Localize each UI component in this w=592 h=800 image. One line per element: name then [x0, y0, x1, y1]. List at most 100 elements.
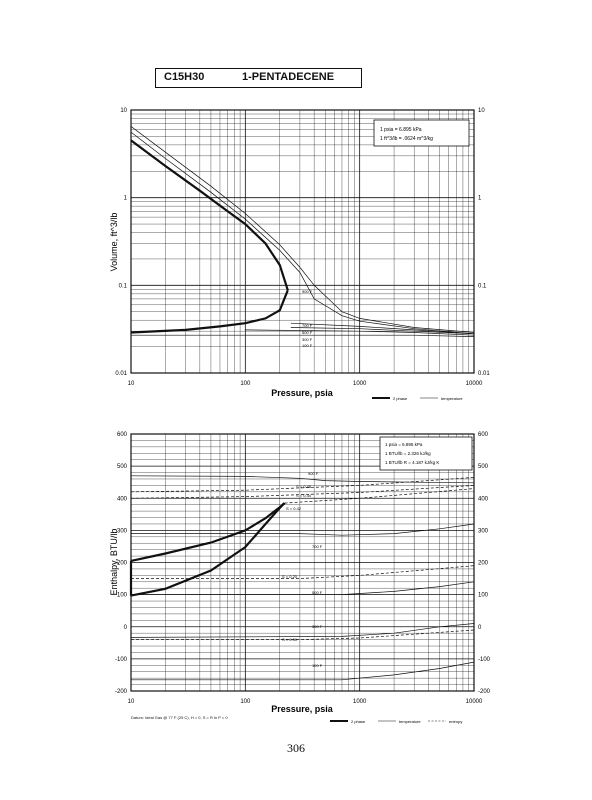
- curve-label: S = 0.42: [286, 506, 302, 511]
- volume-conversion-line-1: 1 psia = 6.895 kPa: [380, 127, 422, 133]
- y-tick-label-left: 200: [117, 561, 128, 567]
- x-tick-label: 10: [128, 699, 135, 705]
- enthalpy-conversion-line-3: 1 BTU/lb R = 4.187 kJ/kg K: [385, 460, 439, 465]
- y-tick-label-right: 0.01: [478, 371, 490, 377]
- volume-plot-frame: [130, 109, 475, 374]
- s0.42-curve: [284, 488, 475, 504]
- volume-conversion-frame: [373, 119, 470, 147]
- y-tick-label-right: 1: [478, 196, 482, 202]
- y-tick-label-right: 600: [478, 432, 489, 438]
- saturated-vapor-curve: [130, 139, 289, 291]
- curve-label: 500 F: [302, 330, 313, 335]
- y-tick-label-left: 0: [124, 625, 128, 631]
- datum-note: Datum: Ideal Gas @ 77 F (25 C), H = 0, S…: [131, 715, 228, 720]
- saturated-vapor-curve: [130, 502, 286, 562]
- chart-title-box: C15H30 1-PENTADECENE: [155, 68, 362, 88]
- 500f-curve: [290, 327, 475, 335]
- x-tick-label: 10000: [466, 381, 483, 387]
- enthalpy-x-axis-label: Pressure, psia: [271, 704, 334, 714]
- curve-label: 100 F: [312, 663, 323, 668]
- volume-y-axis-label: Volume, ft^3/lb: [109, 213, 119, 272]
- y-tick-label-right: -100: [478, 657, 491, 663]
- y-tick-label-left: 100: [117, 593, 128, 599]
- legend-2phase-label: 2 phase: [393, 396, 408, 401]
- curve-label: 500 F: [312, 590, 323, 595]
- x-tick-label: 100: [240, 699, 251, 705]
- enthalpy-conversion-line-2: 1 BTU/lb = 2.326 kJ/kg: [385, 451, 431, 456]
- x-tick-label: 1000: [353, 699, 367, 705]
- y-tick-label-right: 200: [478, 561, 489, 567]
- y-tick-label-left: 500: [117, 464, 128, 470]
- y-tick-label-right: -200: [478, 689, 491, 695]
- curve-label: 900 F: [302, 289, 313, 294]
- 700f-curve: [290, 322, 475, 335]
- y-tick-label-right: 100: [478, 593, 489, 599]
- curve-label: S = 0.44: [296, 493, 312, 498]
- 300f-curve: [130, 623, 475, 638]
- enthalpy-tick-labels: 10 100 1000 10000 -200 -200 -100 -100 0 0 100 100 20…: [115, 432, 491, 705]
- x-tick-label: 10000: [466, 699, 483, 705]
- y-tick-label-left: 1: [124, 196, 128, 202]
- enthalpy-grid: [131, 434, 474, 691]
- y-tick-label-right: 300: [478, 528, 489, 534]
- volume-conversion-line-2: 1 ft^3/lb = .0624 m^3/kg: [380, 136, 433, 142]
- y-tick-label-left: 600: [117, 432, 128, 438]
- legend-entropy-label: entropy: [449, 719, 462, 724]
- curve-label: S = 0.20: [282, 574, 298, 579]
- y-tick-label-left: 10: [120, 108, 127, 114]
- y-tick-label-left: 400: [117, 496, 128, 502]
- y-tick-label-right: 0: [478, 625, 482, 631]
- s0.44-curve: [130, 485, 475, 499]
- volume-curves: [130, 126, 475, 337]
- volume-grid: [131, 110, 474, 373]
- compound-name: 1-PENTADECENE: [242, 71, 335, 83]
- x-tick-label: 10: [128, 381, 135, 387]
- s0.00-curve: [131, 629, 475, 640]
- volume-chart: 10 100 1000 10000 0.01 0.01 0.1 0.1 1 1 10 10 900 F…: [109, 108, 490, 401]
- y-tick-label-left: -200: [115, 689, 128, 695]
- volume-tick-labels: 10 100 1000 10000 0.01 0.01 0.1 0.1 1 1 10 10: [115, 108, 490, 387]
- y-tick-label-left: 0.1: [119, 283, 128, 289]
- curve-label: S = 0.48: [296, 484, 312, 489]
- curve-curve: [130, 131, 475, 335]
- s0.20-curve: [131, 565, 475, 579]
- enthalpy-curve-labels: 900 F 700 F 500 F 300 F 100 F S = 0.48 S = 0.4…: [282, 471, 323, 668]
- curve-label: S = 0.00: [282, 637, 298, 642]
- enthalpy-curves: [129, 475, 475, 681]
- 700f-curve: [131, 523, 475, 536]
- 100f-curve: [131, 661, 475, 681]
- x-tick-label: 100: [240, 381, 251, 387]
- y-tick-label-left: -100: [115, 657, 128, 663]
- y-tick-label-right: 500: [478, 464, 489, 470]
- curve-label: 300 F: [302, 337, 313, 342]
- enthalpy-conversion-line-1: 1 psia = 6.895 kPa: [385, 442, 423, 447]
- enthalpy-chart: 10 100 1000 10000 -200 -200 -100 -100 0 0 100 100 20…: [109, 432, 491, 724]
- s0.48-curve: [130, 477, 475, 493]
- 500f-curve: [131, 581, 475, 595]
- legend-temperature-label: temperature: [441, 396, 463, 401]
- y-tick-label-right: 10: [478, 108, 485, 114]
- volume-x-axis-label: Pressure, psia: [271, 388, 334, 398]
- enthalpy-legend: 2 phase temperature entropy: [330, 719, 462, 724]
- 100f-curve: [131, 334, 475, 337]
- y-tick-label-left: 0.01: [115, 371, 127, 377]
- saturated-liquid-curve: [130, 502, 286, 597]
- enthalpy-conversion-frame: [379, 436, 473, 471]
- legend-temperature-label: temperature: [399, 719, 421, 724]
- page-number: 306: [287, 741, 305, 755]
- 300f-curve: [245, 329, 475, 336]
- enthalpy-conversion-box: 1 psia = 6.895 kPa 1 BTU/lb = 2.326 kJ/k…: [379, 436, 473, 471]
- curve-label: 700 F: [302, 323, 313, 328]
- formula-label: C15H30: [164, 71, 205, 83]
- y-tick-label-right: 0.1: [478, 283, 487, 289]
- volume-legend: 2 phase temperature: [372, 396, 463, 401]
- saturated-liquid-curve: [130, 289, 289, 334]
- y-tick-label-right: 400: [478, 496, 489, 502]
- curve-label: 900 F: [308, 471, 319, 476]
- curve-label: 100 F: [302, 343, 313, 348]
- curve-label: 300 F: [312, 624, 323, 629]
- 900f-curve: [130, 126, 475, 333]
- enthalpy-y-axis-label: Enthalpy, BTU/lb: [109, 529, 119, 596]
